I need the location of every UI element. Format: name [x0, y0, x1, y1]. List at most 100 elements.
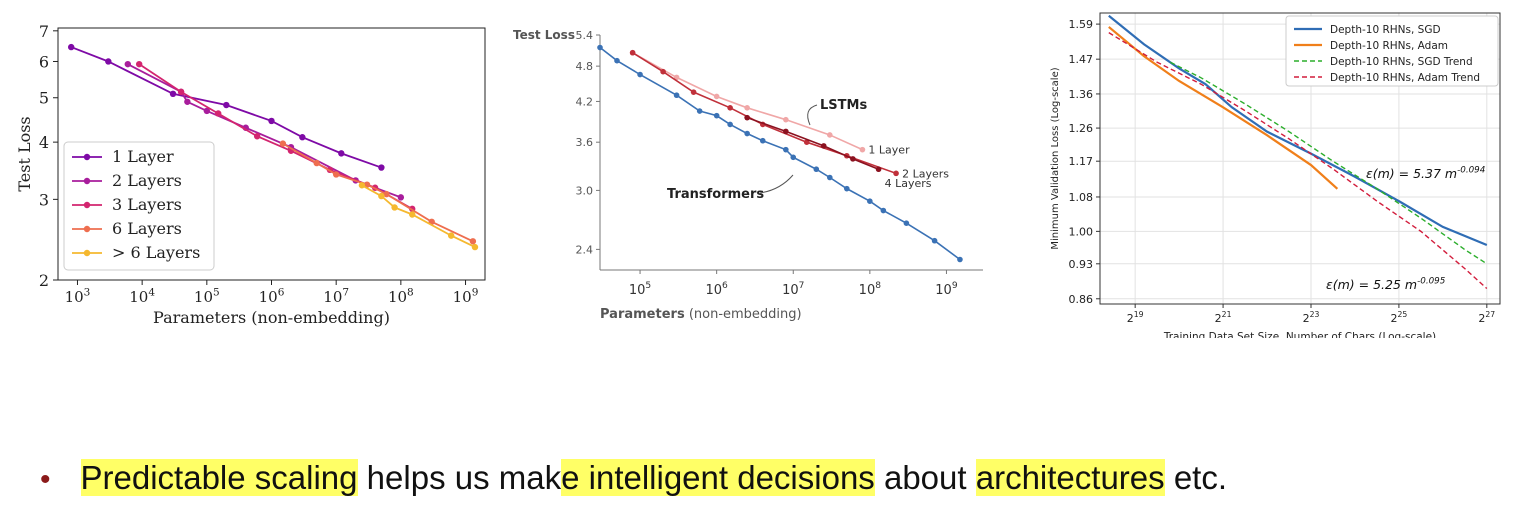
legend-box	[1285, 15, 1499, 87]
y-axis-label: Minimum Validation Loss (Log-scale)	[1050, 67, 1061, 249]
x-axis-label: Training Data Set Size, Number of Chars …	[1163, 331, 1436, 338]
y-tick-label: 4	[39, 133, 49, 152]
y-tick-label: 0.93	[1069, 258, 1094, 271]
x-tick-label: 106	[705, 281, 728, 298]
y-tick-label: 0.86	[1069, 293, 1094, 306]
series-line-1-layer	[70, 46, 382, 169]
legend-label: Depth-10 RHNs, SGD	[1330, 24, 1441, 36]
x-tick-label: 104	[129, 286, 155, 306]
data-point	[629, 49, 636, 56]
legend-marker	[83, 177, 91, 185]
lstm-annotation: LSTMs	[820, 98, 867, 113]
x-axis-label: Parameters (non-embedding)	[153, 308, 390, 327]
series-line-depth-10-rhns-adam	[1108, 26, 1339, 190]
legend-marker	[83, 249, 91, 257]
data-point	[338, 150, 345, 157]
legend-label: 1 Layer	[112, 147, 174, 166]
data-point	[867, 198, 873, 204]
data-point	[105, 58, 112, 65]
data-point	[397, 194, 405, 201]
y-tick-label: 1.17	[1069, 155, 1094, 168]
data-point	[727, 105, 733, 111]
y-tick-label: 1.08	[1069, 191, 1094, 204]
data-point	[409, 211, 416, 218]
bullet-phrase: helps us mak	[357, 459, 562, 496]
data-point	[447, 232, 455, 239]
data-point	[783, 128, 789, 135]
data-point	[843, 185, 850, 192]
y-tick-label: 1.47	[1069, 53, 1094, 66]
series-line-depth-10-rhns-sgd-trend	[1170, 61, 1488, 265]
series-line-depth-10-rhns-sgd	[1108, 14, 1488, 246]
bullet-phrase: etc.	[1164, 459, 1228, 496]
data-point	[783, 146, 789, 153]
data-point	[223, 101, 230, 109]
layers-scaling-chart: 103 104 105 106 107 108 109 2 3 4 5 6 7 Parameters (n…	[15, 22, 486, 327]
y-tick-label: 3.0	[576, 184, 594, 197]
data-point	[744, 130, 750, 137]
data-point	[820, 143, 827, 149]
data-point	[744, 105, 750, 111]
x-tick-label: 105	[629, 281, 651, 298]
data-point	[471, 243, 479, 251]
data-point	[903, 220, 910, 226]
sgd-fit-equation: ε(m) = 5.37 m-0.094	[1366, 165, 1485, 181]
bullet-dot: •	[40, 463, 51, 496]
bullet-line: • Predictable scaling helps us make intel…	[40, 452, 1500, 504]
bullet-text: Predictable scaling helps us make intell…	[80, 459, 1228, 496]
y-tick-label: 3	[39, 190, 49, 209]
series-line-6-layers	[361, 184, 476, 248]
adam-fit-equation: ε(m) = 5.25 m-0.095	[1326, 276, 1446, 292]
data-point	[783, 116, 789, 123]
data-point	[169, 90, 177, 98]
legend-label: 6 Layers	[112, 219, 182, 238]
series-line-depth-10-rhns-adam-trend	[1108, 32, 1488, 290]
highlighted-phrase: Predictable scaling	[80, 459, 358, 496]
data-point	[850, 156, 856, 162]
series-end-label: 2 Layers	[902, 167, 949, 180]
legend-label: Depth-10 RHNs, SGD Trend	[1330, 56, 1473, 68]
x-tick-label: 109	[453, 286, 479, 306]
y-tick-label: 6	[39, 52, 49, 71]
data-point	[184, 98, 191, 105]
legend-marker	[83, 153, 91, 161]
data-point	[378, 192, 385, 200]
data-point	[713, 93, 720, 100]
x-tick-label: 227	[1478, 310, 1495, 325]
x-tick-label: 219	[1127, 310, 1144, 325]
data-point	[203, 107, 211, 115]
data-point	[875, 166, 882, 173]
data-point	[637, 71, 643, 78]
y-axis-label: Test Loss	[15, 116, 34, 191]
data-point	[827, 132, 833, 138]
data-point	[744, 114, 750, 121]
data-point	[827, 174, 833, 181]
data-point	[68, 43, 75, 51]
lstm-arrow	[807, 104, 818, 126]
y-tick-label: 4.2	[576, 95, 594, 108]
y-tick-label: 3.6	[576, 136, 594, 149]
data-point	[332, 171, 340, 178]
legend-label: 2 Layers	[112, 171, 182, 190]
data-point	[358, 182, 366, 189]
data-point	[690, 89, 697, 95]
legend-marker	[83, 201, 91, 209]
x-tick-label: 107	[323, 286, 349, 306]
legend-marker	[83, 225, 91, 233]
transformer-vs-lstm-chart: 105 106 107 108 109 5.4 4.8 4.2 3.6 3.0 2.4 Test Lo…	[513, 28, 983, 322]
data-point	[673, 74, 680, 81]
data-point	[813, 166, 820, 173]
data-point	[253, 133, 261, 140]
x-tick-label: 106	[259, 286, 285, 306]
y-tick-label: 2	[39, 271, 49, 290]
transformer-annotation: Transformers	[667, 187, 764, 202]
x-tick-label: 225	[1391, 310, 1408, 325]
data-point	[597, 44, 603, 51]
legend-label: 3 Layers	[112, 195, 182, 214]
plot-frame	[1099, 12, 1501, 305]
data-point	[391, 204, 398, 211]
x-tick-label: 223	[1303, 310, 1320, 325]
y-tick-label: 7	[39, 22, 49, 41]
series-end-label: 1 Layer	[868, 144, 910, 157]
data-point	[215, 110, 222, 117]
